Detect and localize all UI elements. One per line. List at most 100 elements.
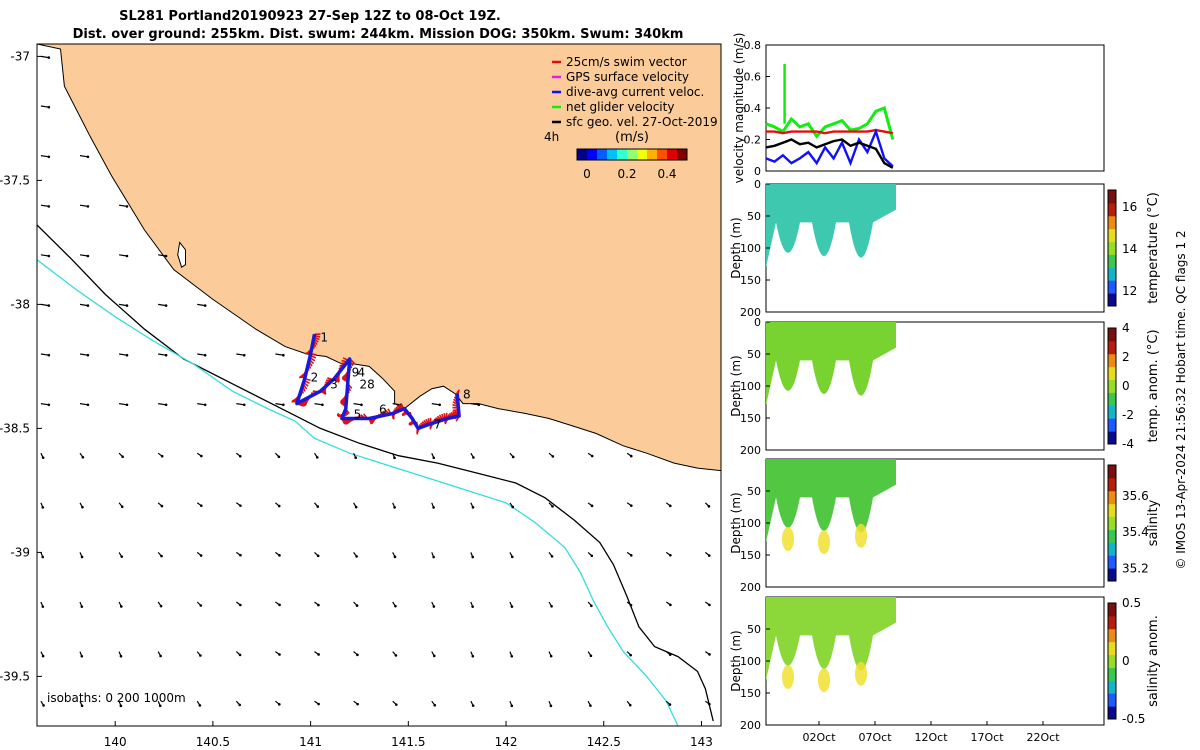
colorbar-segment bbox=[667, 149, 678, 160]
velocity-arrowhead bbox=[238, 454, 242, 458]
section-surface-layer bbox=[776, 328, 886, 342]
legend-label: sfc geo. vel. 27-Oct-2019 bbox=[566, 115, 718, 129]
section-colorbar-segment bbox=[1108, 529, 1116, 543]
velocity-arrowhead bbox=[47, 205, 51, 208]
section-colorbar-tick-label: 35.6 bbox=[1122, 489, 1149, 503]
velocity-arrowhead bbox=[47, 155, 51, 159]
section-colorbar-segment bbox=[1108, 654, 1116, 668]
waypoint-label: 6 bbox=[379, 403, 387, 417]
section-colorbar-segment bbox=[1108, 241, 1116, 255]
velocity-arrowhead bbox=[510, 704, 514, 708]
velocity-arrowhead bbox=[394, 604, 397, 608]
map-ytick-label: -37 bbox=[10, 49, 30, 63]
section-colorbar-segment bbox=[1108, 431, 1116, 445]
section-colorbar-tick-label: -4 bbox=[1122, 437, 1134, 451]
velocity-arrowhead bbox=[629, 603, 633, 607]
velocity-arrowhead bbox=[125, 403, 129, 407]
section-ytick-label: 150 bbox=[740, 412, 761, 425]
waypoint-label: 2 bbox=[311, 370, 319, 384]
velocity-arrowhead bbox=[395, 703, 398, 706]
velocity-arrowhead bbox=[81, 455, 85, 459]
section-colorbar-segment bbox=[1108, 215, 1116, 230]
velocity-arrowhead bbox=[317, 653, 320, 656]
section-surface-layer bbox=[776, 465, 886, 479]
velocity-arrow bbox=[40, 403, 49, 406]
velocity-arrowhead bbox=[160, 454, 164, 458]
velocity-arrowhead bbox=[198, 704, 202, 707]
velocity-arrowhead bbox=[125, 205, 129, 208]
velocity-arrowhead bbox=[86, 403, 90, 407]
section-colorbar-segment bbox=[1108, 516, 1116, 530]
velocity-arrowhead bbox=[278, 653, 281, 656]
velocity-arrowhead bbox=[125, 304, 129, 307]
velocity-arrow bbox=[40, 254, 49, 257]
velocity-arrowhead bbox=[550, 604, 553, 608]
section-ytick-label: 150 bbox=[740, 549, 761, 562]
velocity-arrowhead bbox=[203, 353, 207, 357]
velocity-arrowhead bbox=[590, 554, 594, 558]
velocity-arrowhead bbox=[160, 554, 163, 558]
section-xtick-label: 17Oct bbox=[970, 731, 1004, 744]
section-xtick-label: 07Oct bbox=[858, 731, 892, 744]
velocity-arrowhead bbox=[668, 653, 672, 656]
colorbar-segment bbox=[597, 149, 608, 160]
velocity-arrowhead bbox=[120, 505, 124, 508]
velocity-arrowhead bbox=[510, 654, 514, 658]
section-ytick-label: 200 bbox=[740, 719, 761, 732]
track-line bbox=[295, 333, 461, 431]
velocity-arrowhead bbox=[708, 702, 711, 706]
section-ytick-label: 200 bbox=[740, 444, 761, 457]
waypoint-label: 1 bbox=[320, 331, 328, 345]
section-colorbar-segment bbox=[1108, 328, 1116, 342]
velocity-arrowhead bbox=[80, 555, 84, 559]
section-xtick-label: 02Oct bbox=[802, 731, 836, 744]
footer-credit: © IMOS 13-Apr-2024 21:56:32 Hobart time.… bbox=[1174, 230, 1188, 569]
section-ylabel: Depth (m) bbox=[729, 355, 743, 416]
velocity-arrowhead bbox=[668, 703, 672, 706]
section-colorbar-segment bbox=[1108, 190, 1116, 204]
velocity-arrowhead bbox=[47, 105, 51, 109]
velocity-arrowhead bbox=[86, 304, 90, 307]
map-xtick-label: 141 bbox=[299, 735, 322, 749]
velocity-arrowhead bbox=[238, 653, 242, 657]
velocity-arrowhead bbox=[432, 605, 436, 608]
map-frame bbox=[36, 43, 722, 727]
waypoint-label: 4 bbox=[358, 365, 366, 379]
section-colorbar-segment bbox=[1108, 405, 1116, 419]
velocity-arrowhead bbox=[80, 654, 84, 658]
velocity-arrowhead bbox=[81, 505, 84, 509]
velocity-arrowhead bbox=[355, 604, 359, 607]
section-surface-layer bbox=[776, 190, 886, 204]
velocity-arrow bbox=[118, 403, 128, 406]
section-colorbar-frame bbox=[1107, 189, 1117, 307]
colorbar-tick-label: 0 bbox=[583, 167, 591, 181]
velocity-arrowhead bbox=[80, 704, 84, 708]
section-colorbar-segment bbox=[1108, 667, 1116, 681]
velocity-ytick-label: 0.2 bbox=[744, 134, 762, 147]
section-ytick-label: 100 bbox=[740, 517, 761, 530]
velocity-arrow bbox=[40, 353, 49, 356]
velocity-arrowhead bbox=[360, 403, 363, 407]
isobath-1000m bbox=[37, 259, 679, 726]
section-colorbar-segment bbox=[1108, 555, 1116, 569]
velocity-arrowhead bbox=[125, 254, 129, 258]
velocity-arrowhead bbox=[471, 506, 475, 509]
colorbar-segment bbox=[657, 149, 668, 160]
velocity-arrowhead bbox=[708, 653, 711, 656]
velocity-arrow bbox=[353, 403, 362, 406]
geostrophic-arrows bbox=[40, 55, 711, 708]
velocity-arrowhead bbox=[471, 654, 475, 658]
velocity-arrowhead bbox=[549, 704, 553, 708]
velocity-series-line bbox=[765, 138, 894, 169]
velocity-arrowhead bbox=[203, 403, 207, 407]
section-colorbar-segment bbox=[1108, 680, 1116, 694]
title-line-2: Dist. over ground: 255km. Dist. swum: 24… bbox=[73, 27, 684, 42]
velocity-arrow bbox=[158, 403, 167, 406]
section-ytick-label: 50 bbox=[747, 348, 761, 361]
velocity-arrowhead bbox=[47, 403, 51, 407]
section-ytick-label: 50 bbox=[747, 210, 761, 223]
